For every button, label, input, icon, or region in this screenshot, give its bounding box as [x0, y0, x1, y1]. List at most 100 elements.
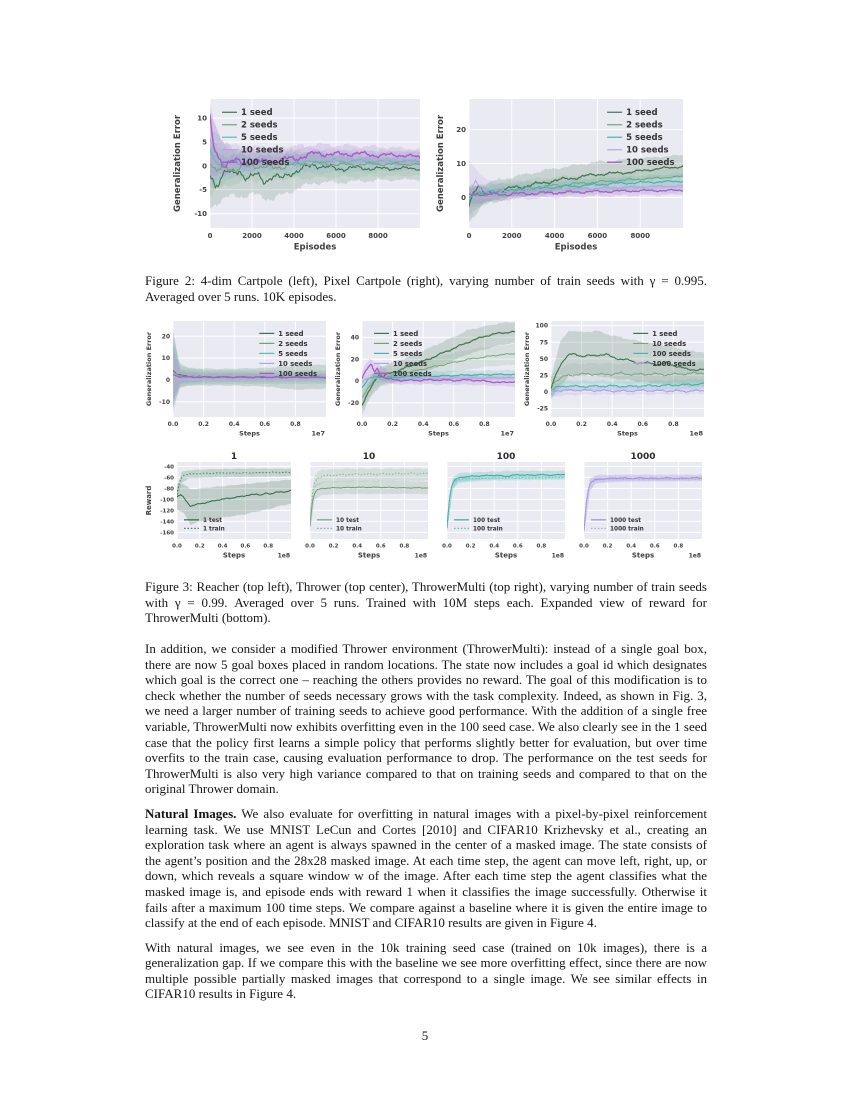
figure3-thrower-chart: 0.0 0.2 0.4 0.6 0.8 -20 0 20 40 Steps 1e7 Generaliz…: [332, 316, 519, 448]
svg-text:0.4: 0.4: [418, 421, 429, 428]
figure3-reward-10seeds-chart: 0.0 0.2 0.4 0.6 0.8 Steps 1e8 10 10 test 10 train: [296, 449, 430, 571]
figure3-bottom-charts: 0.0 0.2 0.4 0.6 0.8 -160 -140 -120 -100 -80 -60 -40…: [143, 449, 704, 571]
paragraph-generalization-gap: With natural images, we see even in the …: [145, 939, 707, 1002]
figure3-reward-1000seeds-chart: 0.0 0.2 0.4 0.6 0.8 Steps 1e8 1000 1000 test 1000…: [570, 449, 704, 571]
svg-text:0: 0: [467, 232, 472, 240]
figure3-reward-100seeds-chart: 0.0 0.2 0.4 0.6 0.8 Steps 1e8 100 100 test 100 tr…: [433, 449, 567, 571]
svg-text:-80: -80: [164, 486, 174, 492]
svg-text:10 seeds: 10 seeds: [626, 146, 669, 156]
svg-text:0.4: 0.4: [489, 544, 499, 550]
svg-text:1e8: 1e8: [415, 553, 427, 560]
svg-text:1000 test: 1000 test: [610, 518, 641, 524]
svg-text:-140: -140: [160, 519, 174, 525]
svg-text:0.0: 0.0: [168, 421, 179, 428]
svg-text:0: 0: [544, 389, 548, 396]
svg-text:0: 0: [355, 378, 359, 385]
svg-text:0.6: 0.6: [650, 544, 660, 550]
svg-text:Steps: Steps: [428, 430, 449, 438]
svg-text:-25: -25: [537, 406, 548, 413]
svg-text:0.4: 0.4: [352, 544, 362, 550]
svg-text:0.8: 0.8: [263, 544, 273, 550]
svg-text:0.8: 0.8: [400, 544, 410, 550]
svg-text:1 seed: 1 seed: [626, 108, 658, 118]
svg-text:-120: -120: [160, 508, 174, 514]
svg-text:Steps: Steps: [358, 552, 380, 560]
svg-text:0.4: 0.4: [229, 421, 240, 428]
svg-text:4000: 4000: [545, 232, 565, 240]
figure3-reward-1seed-chart: 0.0 0.2 0.4 0.6 0.8 -160 -140 -120 -100 -80 -60 -40…: [143, 449, 293, 571]
figure2-left-chart-4dim-cartpole: 0 2000 4000 6000 8000 -10 -5 0 5 10 Episodes Genera…: [172, 95, 425, 265]
svg-text:Steps: Steps: [617, 430, 638, 438]
svg-text:0.8: 0.8: [537, 544, 547, 550]
svg-text:0.6: 0.6: [448, 421, 459, 428]
svg-text:0.4: 0.4: [626, 544, 636, 550]
svg-text:100: 100: [535, 323, 548, 330]
svg-text:2 seeds: 2 seeds: [241, 121, 278, 131]
paragraph-natural-images: Natural Images. We also evaluate for ove…: [145, 806, 707, 931]
svg-text:1e8: 1e8: [690, 430, 704, 438]
natural-images-body: We also evaluate for overfitting in natu…: [145, 805, 707, 931]
figure3-top-charts: 0.0 0.2 0.4 0.6 0.8 -10 0 10 20 Steps 1e7 Generaliz…: [143, 316, 708, 448]
svg-text:1 seed: 1 seed: [278, 330, 303, 338]
svg-text:1e8: 1e8: [552, 553, 564, 560]
svg-text:1 train: 1 train: [203, 526, 225, 532]
svg-text:-10: -10: [159, 399, 170, 406]
svg-text:5 seeds: 5 seeds: [393, 350, 422, 358]
svg-text:0.8: 0.8: [674, 544, 684, 550]
paragraph-throwermulti: In addition, we consider a modified Thro…: [145, 641, 707, 797]
svg-text:0: 0: [208, 232, 213, 240]
svg-text:2000: 2000: [502, 232, 522, 240]
svg-text:20: 20: [456, 126, 466, 134]
svg-text:0.2: 0.2: [195, 544, 205, 550]
natural-images-lead: Natural Images.: [145, 805, 237, 821]
svg-text:100 seeds: 100 seeds: [626, 158, 674, 168]
svg-text:6000: 6000: [326, 232, 346, 240]
svg-text:-60: -60: [164, 475, 174, 481]
svg-text:25: 25: [540, 372, 548, 379]
figure2-charts: 0 2000 4000 6000 8000 -10 -5 0 5 10 Episodes Genera…: [172, 95, 688, 265]
svg-text:0.2: 0.2: [387, 421, 398, 428]
svg-text:Generalization Error: Generalization Error: [173, 114, 183, 212]
svg-text:5 seeds: 5 seeds: [278, 350, 307, 358]
svg-text:0.0: 0.0: [172, 544, 182, 550]
svg-text:0.4: 0.4: [607, 421, 618, 428]
svg-text:8000: 8000: [368, 232, 388, 240]
svg-text:0.8: 0.8: [290, 421, 301, 428]
svg-text:10 seeds: 10 seeds: [241, 146, 284, 156]
svg-text:0.2: 0.2: [329, 544, 339, 550]
figure3-reacher-chart: 0.0 0.2 0.4 0.6 0.8 -10 0 10 20 Steps 1e7 Generaliz…: [143, 316, 330, 448]
svg-text:100 train: 100 train: [473, 526, 503, 532]
svg-text:0.8: 0.8: [479, 421, 490, 428]
svg-text:10 test: 10 test: [336, 518, 359, 524]
svg-text:-160: -160: [160, 530, 174, 536]
svg-text:20: 20: [162, 333, 170, 340]
svg-text:Steps: Steps: [495, 552, 517, 560]
svg-text:100 seeds: 100 seeds: [241, 158, 289, 168]
svg-text:6000: 6000: [588, 232, 608, 240]
svg-text:8000: 8000: [630, 232, 650, 240]
svg-text:100 seeds: 100 seeds: [652, 350, 691, 358]
svg-text:Steps: Steps: [632, 552, 654, 560]
svg-text:0.6: 0.6: [241, 544, 251, 550]
svg-text:0.6: 0.6: [637, 421, 648, 428]
svg-text:Episodes: Episodes: [294, 243, 337, 253]
svg-text:Steps: Steps: [239, 430, 260, 438]
svg-text:1000 seeds: 1000 seeds: [652, 360, 695, 368]
svg-text:1e8: 1e8: [278, 553, 290, 560]
svg-text:1: 1: [231, 452, 237, 462]
svg-text:0.2: 0.2: [576, 421, 587, 428]
svg-text:10: 10: [162, 355, 170, 362]
figure3-caption: Figure 3: Reacher (top left), Thrower (t…: [145, 579, 707, 626]
svg-text:1 seed: 1 seed: [393, 330, 418, 338]
svg-text:100: 100: [497, 452, 516, 462]
svg-text:2 seeds: 2 seeds: [393, 340, 422, 348]
figure2-right-chart-pixel-cartpole: 0 2000 4000 6000 8000 0 10 20 Episodes Generaliza…: [435, 95, 688, 265]
page-number: 5: [421, 1028, 429, 1043]
svg-text:0.8: 0.8: [668, 421, 679, 428]
svg-text:100 seeds: 100 seeds: [278, 370, 317, 378]
svg-text:0.6: 0.6: [513, 544, 523, 550]
svg-text:100 test: 100 test: [473, 518, 500, 524]
svg-text:50: 50: [540, 356, 548, 363]
svg-text:0.4: 0.4: [218, 544, 228, 550]
